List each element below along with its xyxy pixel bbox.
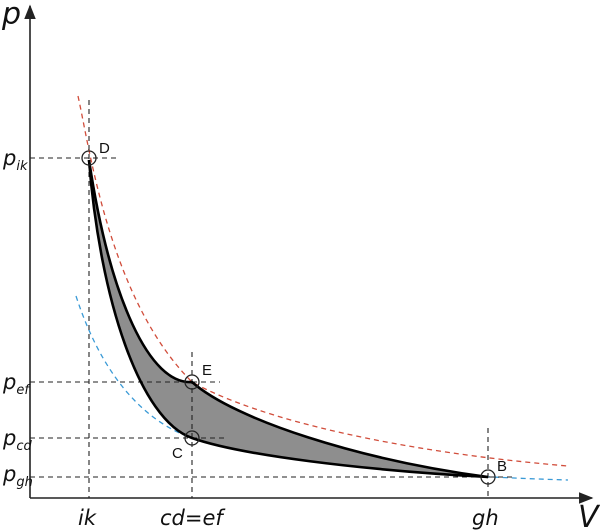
upper-isotherm — [77, 95, 569, 467]
x-tick-cd-ef: cd=ef — [160, 506, 226, 530]
y-axis-title: p — [1, 0, 21, 32]
point-e-marker — [184, 374, 200, 390]
y-tick-p-cd: pcd — [2, 426, 32, 454]
x-axis-title: V — [578, 500, 600, 530]
lower-process-curve — [87, 159, 489, 479]
x-tick-gh: gh — [472, 506, 499, 530]
cycle-area — [89, 160, 488, 477]
point-c-marker — [184, 430, 200, 446]
y-tick-p-ef: pef — [2, 370, 31, 398]
point-d-label: D — [99, 140, 110, 157]
point-b-label: B — [497, 458, 507, 475]
point-d-marker — [81, 150, 97, 166]
y-tick-p-gh: pgh — [2, 462, 33, 490]
y-tick-p-ik: pik — [2, 146, 28, 174]
point-c-label: C — [172, 445, 183, 462]
upper-process-curve — [87, 159, 489, 479]
x-tick-ik: ik — [78, 506, 97, 530]
point-b-marker — [480, 469, 496, 485]
point-e-label: E — [202, 362, 212, 379]
